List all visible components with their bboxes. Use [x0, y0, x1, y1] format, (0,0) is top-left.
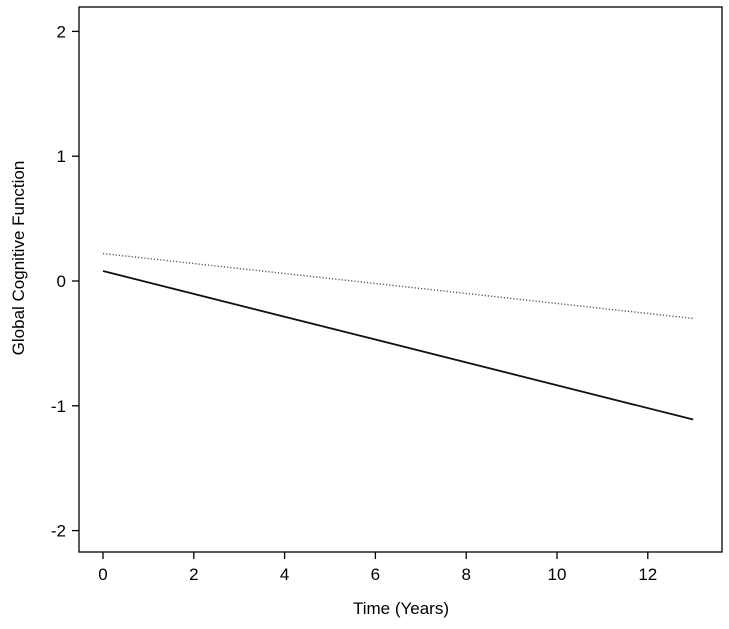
y-tick-label: 2	[57, 22, 66, 41]
x-tick-label: 0	[98, 565, 107, 584]
solid-series-line	[102, 270, 694, 421]
x-tick-label: 6	[371, 565, 380, 584]
x-tick-label: 12	[638, 565, 657, 584]
x-tick-label: 4	[280, 565, 289, 584]
x-tick-label: 10	[548, 565, 567, 584]
plot-frame	[78, 6, 723, 553]
y-tick-label: -2	[51, 522, 66, 541]
dotted-series-line	[102, 252, 694, 320]
x-tick-label: 8	[461, 565, 470, 584]
series-layer	[102, 252, 694, 421]
y-tick-label: 0	[57, 272, 66, 291]
y-tick-label: -1	[51, 397, 66, 416]
x-axis: 0 2 4 6 8 10 12	[98, 552, 657, 584]
y-axis: -2 -1 0 1 2	[51, 22, 79, 541]
y-axis-label: Global Cognitive Function	[9, 161, 28, 356]
x-axis-label: Time (Years)	[353, 599, 449, 618]
y-tick-label: 1	[57, 147, 66, 166]
x-tick-label: 2	[189, 565, 198, 584]
